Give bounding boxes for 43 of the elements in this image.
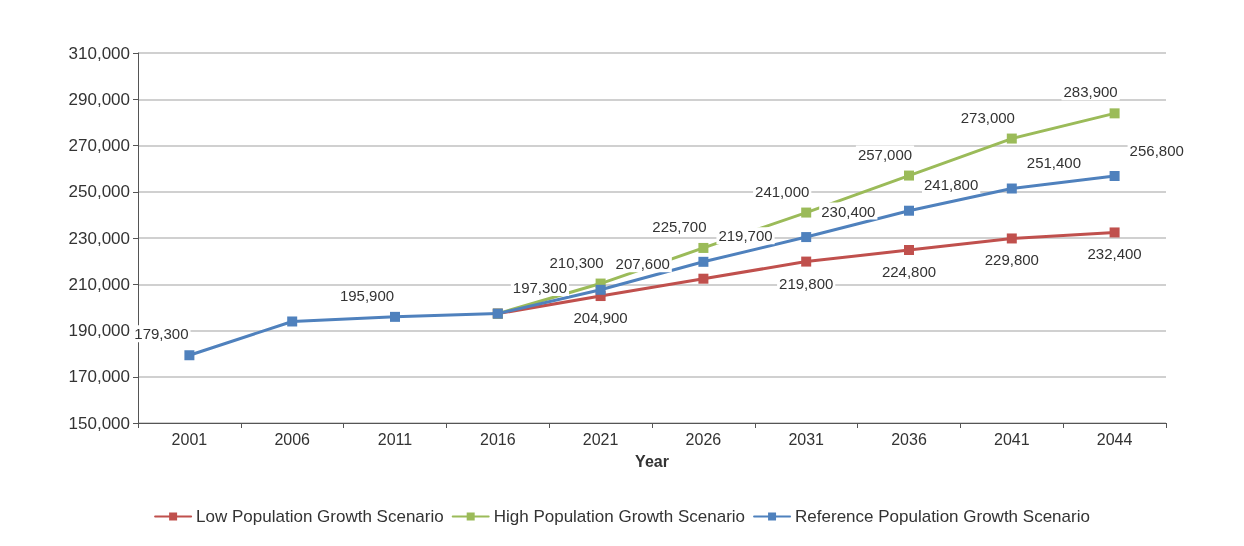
data-label: 225,700: [652, 217, 707, 235]
y-tick-label: 270,000: [68, 136, 130, 155]
data-label: 229,800: [984, 251, 1039, 269]
x-tick-label: 2031: [788, 430, 825, 448]
legend-label: High Population Growth Scenario: [493, 507, 746, 526]
data-label: 207,600: [615, 255, 670, 273]
x-tick-label: 2036: [891, 430, 927, 448]
y-tick-label: 230,000: [68, 228, 130, 248]
data-label: 197,300: [512, 279, 568, 297]
y-tick-label: 210,000: [68, 274, 130, 294]
data-label: 241,800: [924, 176, 979, 194]
x-tick-label: 2026: [685, 430, 722, 448]
x-tick-label: 2016: [480, 430, 516, 448]
data-label: 232,400: [1087, 245, 1142, 263]
data-label: 210,300: [549, 253, 604, 271]
data-label: 230,400: [821, 202, 876, 220]
data-label: 256,800: [1129, 141, 1184, 159]
data-label: 273,000: [960, 108, 1015, 126]
y-tick-label: 170,000: [68, 367, 130, 387]
data-label: 204,900: [573, 309, 628, 327]
data-label: 219,800: [779, 274, 834, 292]
data-label: 251,400: [1026, 154, 1082, 172]
data-label: 241,000: [755, 182, 810, 200]
x-tick-label: 2021: [582, 430, 619, 448]
data-label: 195,900: [339, 286, 395, 304]
x-tick-label: 2001: [171, 430, 208, 448]
x-axis-title: Year: [635, 452, 669, 470]
legend-label: Reference Population Growth Scenario: [795, 507, 1090, 526]
data-label: 219,700: [718, 227, 773, 245]
y-tick-label: 290,000: [68, 89, 130, 109]
data-label: 283,900: [1063, 83, 1118, 101]
x-tick-label: 2011: [377, 430, 413, 448]
y-tick-label: 150,000: [68, 413, 130, 433]
legend-label: Low Population Growth Scenario: [196, 507, 444, 526]
x-tick-label: 2006: [274, 430, 311, 448]
data-label: 179,300: [134, 325, 189, 343]
data-label: 257,000: [857, 145, 913, 163]
y-tick-label: 190,000: [68, 321, 130, 340]
x-tick-label: 2044: [1096, 430, 1133, 448]
y-tick-label: 250,000: [68, 182, 130, 202]
x-tick-label: 2041: [994, 430, 1030, 448]
y-tick-label: 310,000: [68, 43, 130, 63]
data-label: 224,800: [881, 263, 937, 281]
